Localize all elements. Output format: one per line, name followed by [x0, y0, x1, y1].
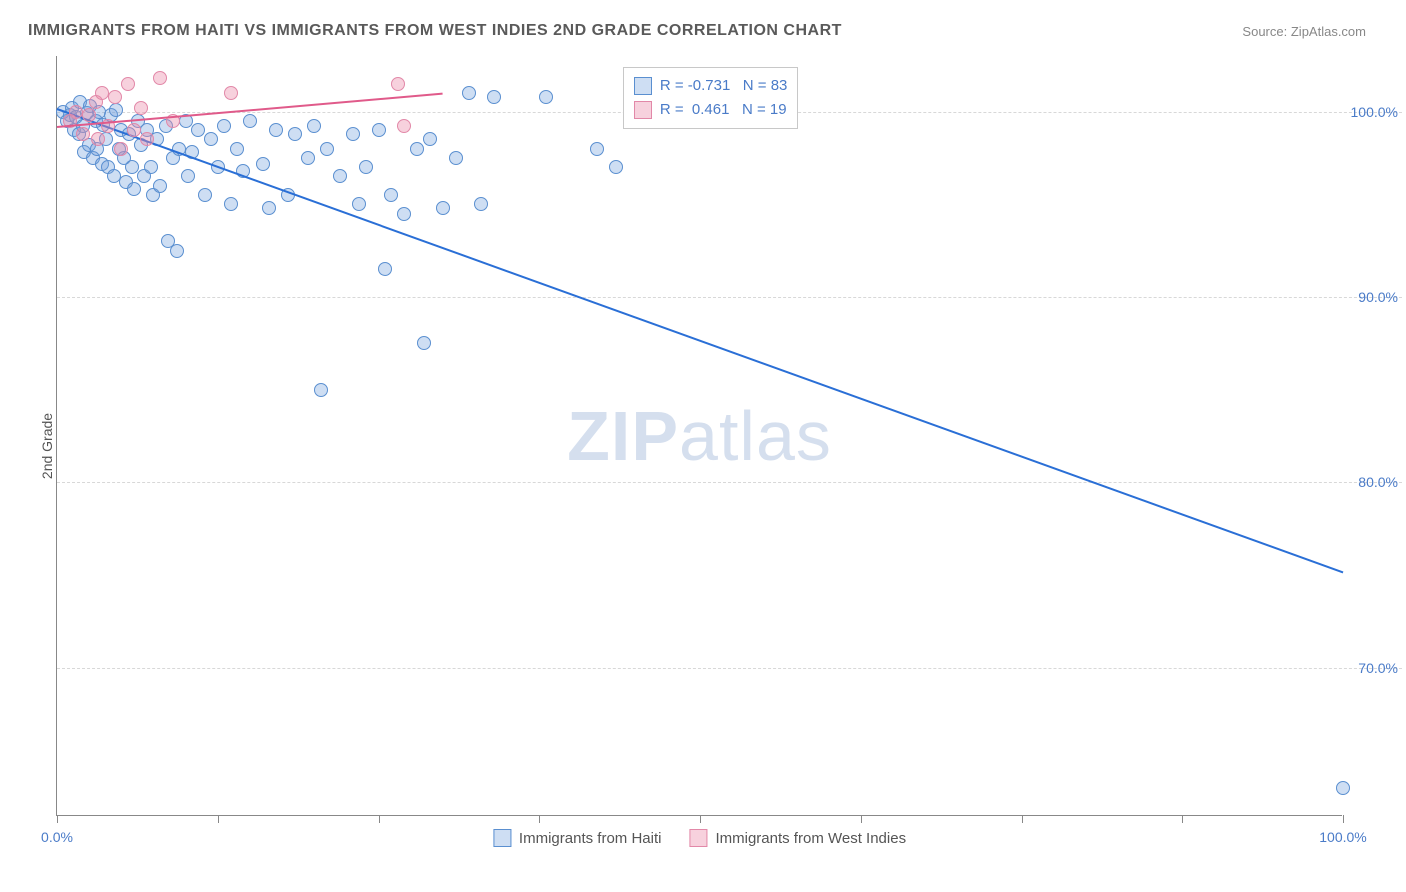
xtick: [861, 815, 862, 823]
ytick-label: 70.0%: [1346, 660, 1402, 676]
legend-correlation-box: R = -0.731 N = 83R = 0.461 N = 19: [623, 67, 799, 129]
y-axis-label: 2nd Grade: [39, 413, 55, 479]
legend-correlation-row: R = 0.461 N = 19: [634, 98, 788, 122]
ytick-label: 80.0%: [1346, 474, 1402, 490]
xtick: [539, 815, 540, 823]
scatter-point-west-indies: [391, 77, 405, 91]
scatter-point-west-indies: [108, 90, 122, 104]
xtick: [379, 815, 380, 823]
gridline-h: [57, 297, 1402, 298]
scatter-point-haiti: [170, 244, 184, 258]
scatter-point-west-indies: [397, 119, 411, 133]
scatter-point-west-indies: [224, 86, 238, 100]
xtick: [1022, 815, 1023, 823]
scatter-point-haiti: [320, 142, 334, 156]
scatter-point-haiti: [609, 160, 623, 174]
legend-label-haiti: Immigrants from Haiti: [519, 830, 662, 847]
scatter-point-haiti: [125, 160, 139, 174]
scatter-point-west-indies: [114, 142, 128, 156]
source-label: Source:: [1242, 24, 1287, 39]
scatter-point-west-indies: [127, 123, 141, 137]
scatter-point-west-indies: [153, 71, 167, 85]
scatter-point-haiti: [181, 169, 195, 183]
xtick: [700, 815, 701, 823]
legend-correlation-text: R = 0.461 N = 19: [660, 98, 787, 122]
scatter-point-haiti: [410, 142, 424, 156]
scatter-point-west-indies: [121, 77, 135, 91]
scatter-plot-area: ZIPatlas Immigrants from Haiti Immigrant…: [56, 56, 1342, 816]
gridline-h: [57, 668, 1402, 669]
scatter-point-haiti: [224, 197, 238, 211]
scatter-point-haiti: [153, 179, 167, 193]
scatter-point-haiti: [198, 188, 212, 202]
scatter-point-haiti: [474, 197, 488, 211]
legend-correlation-text: R = -0.731 N = 83: [660, 74, 788, 98]
scatter-point-haiti: [372, 123, 386, 137]
scatter-point-haiti: [462, 86, 476, 100]
legend-item-west-indies: Immigrants from West Indies: [689, 829, 906, 847]
legend-item-haiti: Immigrants from Haiti: [493, 829, 662, 847]
legend-swatch: [634, 77, 652, 95]
scatter-point-haiti: [423, 132, 437, 146]
scatter-point-haiti: [204, 132, 218, 146]
scatter-point-haiti: [217, 119, 231, 133]
watermark: ZIPatlas: [567, 396, 832, 476]
gridline-h: [57, 482, 1402, 483]
xtick: [1182, 815, 1183, 823]
scatter-point-haiti: [288, 127, 302, 141]
scatter-point-west-indies: [82, 108, 96, 122]
scatter-point-haiti: [243, 114, 257, 128]
legend-bottom: Immigrants from Haiti Immigrants from We…: [493, 829, 906, 847]
scatter-point-haiti: [256, 157, 270, 171]
scatter-point-haiti: [269, 123, 283, 137]
scatter-point-haiti: [436, 201, 450, 215]
legend-correlation-row: R = -0.731 N = 83: [634, 74, 788, 98]
scatter-point-haiti: [397, 207, 411, 221]
scatter-point-west-indies: [95, 86, 109, 100]
scatter-point-haiti: [346, 127, 360, 141]
scatter-point-haiti: [314, 383, 328, 397]
scatter-point-haiti: [359, 160, 373, 174]
scatter-point-west-indies: [140, 132, 154, 146]
swatch-west-indies: [689, 829, 707, 847]
scatter-point-haiti: [590, 142, 604, 156]
scatter-point-haiti: [109, 103, 123, 117]
scatter-point-haiti: [230, 142, 244, 156]
scatter-point-haiti: [487, 90, 501, 104]
scatter-point-haiti: [144, 160, 158, 174]
legend-swatch: [634, 101, 652, 119]
xtick: [218, 815, 219, 823]
xtick-label: 100.0%: [1319, 829, 1366, 845]
legend-label-west-indies: Immigrants from West Indies: [715, 830, 906, 847]
swatch-haiti: [493, 829, 511, 847]
xtick: [57, 815, 58, 823]
scatter-point-haiti: [449, 151, 463, 165]
scatter-point-haiti: [539, 90, 553, 104]
scatter-point-haiti: [301, 151, 315, 165]
scatter-point-haiti: [384, 188, 398, 202]
xtick-label: 0.0%: [41, 829, 73, 845]
scatter-point-haiti: [262, 201, 276, 215]
scatter-point-haiti: [417, 336, 431, 350]
scatter-point-west-indies: [134, 101, 148, 115]
scatter-point-west-indies: [76, 127, 90, 141]
scatter-point-haiti: [378, 262, 392, 276]
source-link[interactable]: ZipAtlas.com: [1291, 24, 1366, 39]
scatter-point-west-indies: [69, 105, 83, 119]
scatter-point-haiti: [191, 123, 205, 137]
scatter-point-haiti: [307, 119, 321, 133]
ytick-label: 90.0%: [1346, 289, 1402, 305]
scatter-point-haiti: [1336, 781, 1350, 795]
scatter-point-west-indies: [91, 132, 105, 146]
scatter-point-haiti: [333, 169, 347, 183]
trend-line-haiti: [57, 108, 1344, 573]
scatter-point-haiti: [352, 197, 366, 211]
scatter-point-haiti: [127, 182, 141, 196]
xtick: [1343, 815, 1344, 823]
chart-title: IMMIGRANTS FROM HAITI VS IMMIGRANTS FROM…: [28, 22, 842, 40]
ytick-label: 100.0%: [1346, 104, 1402, 120]
source-attribution: Source: ZipAtlas.com: [1242, 24, 1366, 39]
